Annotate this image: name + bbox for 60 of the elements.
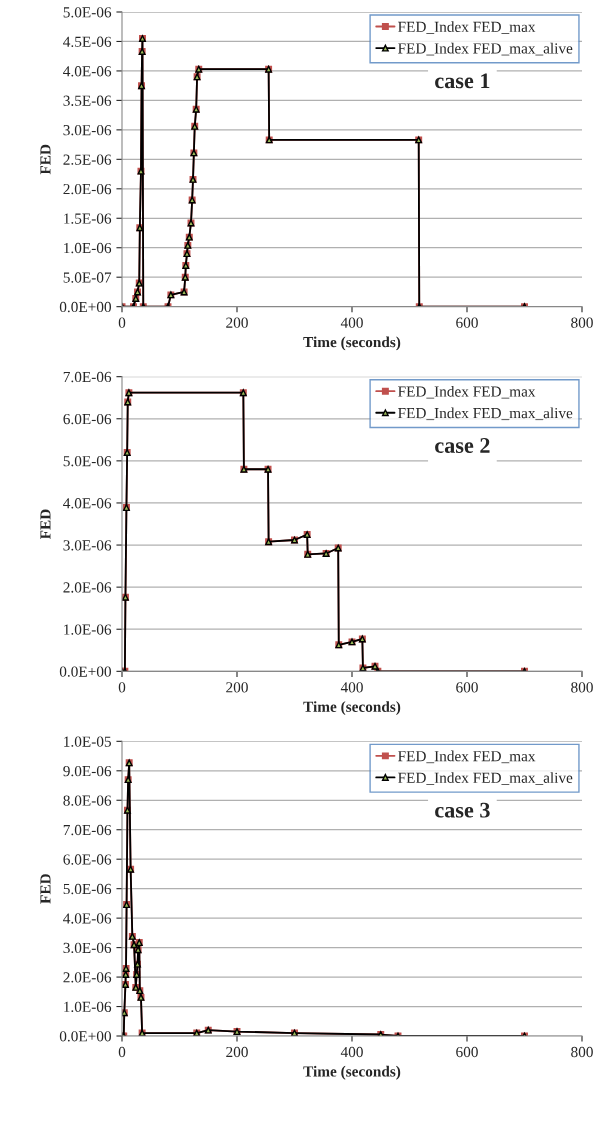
- x-tick-label: 800: [571, 682, 593, 693]
- y-tick-label: 8.0E-06: [63, 795, 112, 806]
- y-tick-label: 4.5E-06: [63, 36, 112, 47]
- y-tick-label: 5.0E-07: [63, 272, 112, 283]
- y-tick-label: 6.0E-06: [63, 413, 112, 425]
- annotation: case 3: [435, 802, 490, 818]
- x-tick-label: 600: [456, 317, 478, 328]
- legend-label: FED_Index FED_max: [398, 750, 536, 764]
- y-tick-label: 1.0E-05: [64, 736, 111, 747]
- y-tick-label: 9.0E-06: [63, 765, 112, 777]
- x-axis-title: Time (seconds): [303, 1065, 401, 1080]
- y-tick-label: 5.0E-06: [63, 456, 112, 467]
- y-tick-label: 5.0E-06: [63, 7, 112, 18]
- y-tick-label: 0.0E+00: [59, 666, 111, 677]
- y-axis-title: FED: [40, 874, 51, 904]
- x-tick-label: 400: [340, 1046, 363, 1058]
- y-tick-label: 7.0E-06: [63, 824, 112, 836]
- x-tick-label: 0: [118, 682, 126, 693]
- legend-label: FED_Index FED_max_alive: [398, 42, 573, 56]
- annotation: case 2: [435, 438, 490, 453]
- x-axis-title: Time (seconds): [303, 701, 401, 716]
- y-tick-label: 4.0E-06: [63, 66, 112, 77]
- y-axis-title: FED: [40, 509, 51, 540]
- y-tick-label: 0.0E+00: [59, 1031, 111, 1042]
- x-tick-label: 200: [226, 317, 248, 328]
- y-tick-label: 6.0E-06: [63, 854, 112, 865]
- y-tick-label: 1.0E-06: [64, 242, 112, 254]
- x-tick-label: 0: [118, 317, 126, 328]
- y-tick-label: 2.0E-06: [63, 972, 112, 983]
- y-tick-label: 1.5E-06: [64, 213, 112, 224]
- x-tick-label: 0: [118, 1046, 126, 1058]
- y-tick-label: 3.0E-06: [63, 540, 112, 551]
- y-tick-label: 1.0E-06: [64, 1001, 112, 1013]
- y-axis-title: FED: [40, 144, 51, 175]
- x-tick-label: 200: [226, 682, 248, 693]
- x-tick-label: 600: [456, 1046, 478, 1058]
- y-tick-label: 3.0E-06: [63, 942, 112, 954]
- legend-label: FED_Index FED_max: [398, 21, 536, 34]
- y-tick-label: 1.0E-06: [64, 624, 112, 635]
- legend-label: FED_Index FED_max: [398, 385, 536, 399]
- y-tick-label: 7.0E-06: [63, 371, 112, 383]
- x-tick-label: 800: [571, 317, 593, 328]
- x-tick-label: 200: [226, 1046, 248, 1058]
- y-tick-label: 2.0E-06: [63, 183, 112, 195]
- x-axis-title: Time (seconds): [303, 336, 401, 351]
- annotation: case 1: [435, 73, 490, 89]
- y-tick-label: 2.5E-06: [63, 154, 112, 165]
- y-tick-label: 2.0E-06: [63, 582, 112, 593]
- y-tick-label: 0.0E+00: [59, 301, 111, 313]
- y-tick-label: 3.0E-06: [63, 125, 112, 136]
- y-tick-label: 5.0E-06: [63, 883, 112, 895]
- x-tick-label: 400: [340, 682, 363, 693]
- x-tick-label: 800: [571, 1046, 593, 1058]
- legend-label: FED_Index FED_max_alive: [398, 772, 573, 785]
- y-tick-label: 4.0E-06: [63, 498, 112, 509]
- x-tick-label: 400: [340, 317, 363, 328]
- legend-label: FED_Index FED_max_alive: [398, 407, 573, 421]
- x-tick-label: 600: [456, 682, 478, 693]
- y-tick-label: 4.0E-06: [63, 913, 112, 924]
- y-tick-label: 3.5E-06: [63, 95, 112, 106]
